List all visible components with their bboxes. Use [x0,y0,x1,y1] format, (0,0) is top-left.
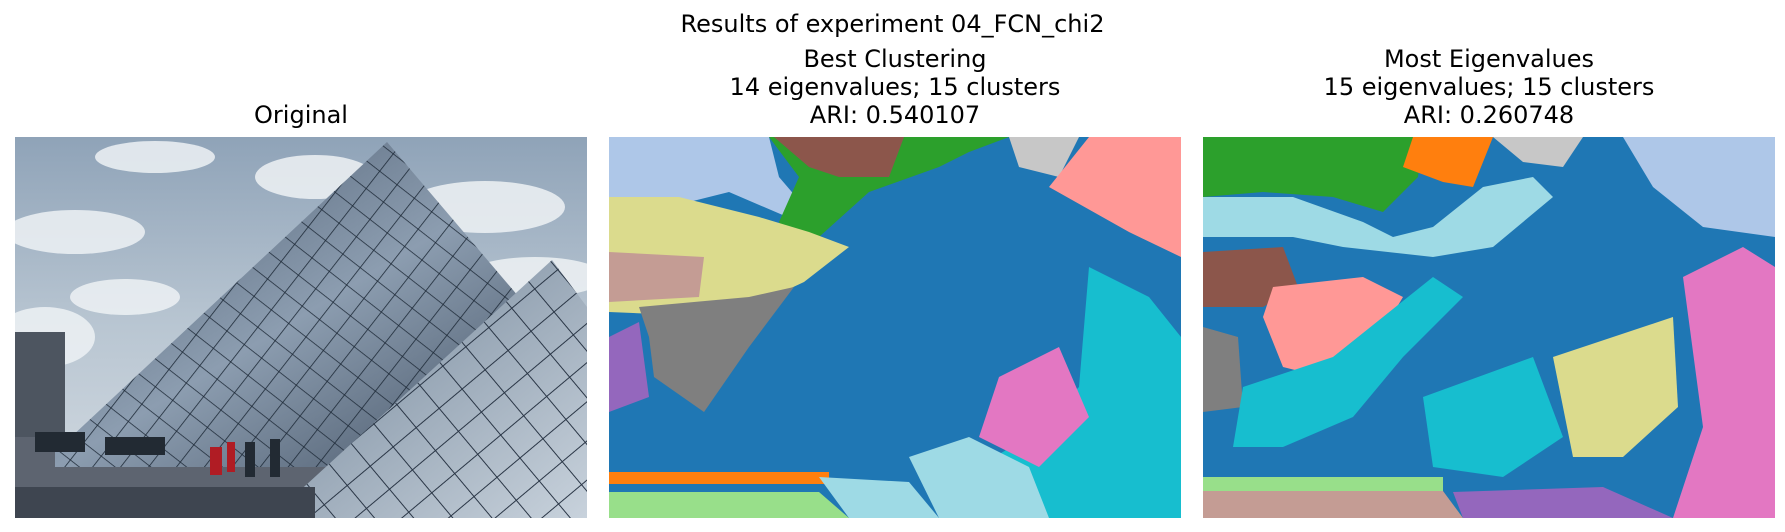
segment [1203,177,1553,257]
segment [609,322,649,412]
original-image [15,137,587,518]
segment [1203,491,1463,518]
segment [819,477,939,518]
segment [1233,277,1463,447]
panel-title-line: 15 eigenvalues; 15 clusters [1323,73,1655,101]
segment [909,437,1049,518]
panel-title-line: Most Eigenvalues [1383,45,1595,73]
panel-title-line: Original [254,101,348,129]
best-clustering-graphic [609,137,1181,518]
original-image-graphic [15,137,587,518]
segment [1673,247,1775,518]
panel-title-line: 14 eigenvalues; 15 clusters [729,73,1061,101]
panel-title-best-clustering: Best Clustering 14 eigenvalues; 15 clust… [609,45,1181,129]
segment [639,287,794,412]
figure-title: Results of experiment 04_FCN_chi2 [680,10,1105,38]
segment [1049,137,1181,257]
segment [609,252,704,302]
segment [1263,277,1403,377]
segment [1493,137,1583,167]
panel-title-line: ARI: 0.260748 [1403,101,1575,129]
segment [1203,477,1443,491]
segment [609,472,829,484]
segment [1623,137,1775,237]
panel-title-original: Original [15,101,587,129]
panel-title-line: Best Clustering [803,45,987,73]
segment [1553,317,1678,457]
most-eigenvalues-image [1203,137,1775,518]
segment [1453,487,1673,518]
segment [609,492,849,518]
most-eigenvalues-graphic [1203,137,1775,518]
segment [1423,357,1563,477]
segment [979,347,1089,467]
segment [1203,137,1423,212]
best-clustering-image [609,137,1181,518]
segment [1403,137,1493,187]
panel-title-most-eigenvalues: Most Eigenvalues 15 eigenvalues; 15 clus… [1203,45,1775,129]
segment [1203,327,1243,412]
segment [1009,137,1079,177]
panel-title-line: ARI: 0.540107 [809,101,981,129]
segment [774,137,904,177]
